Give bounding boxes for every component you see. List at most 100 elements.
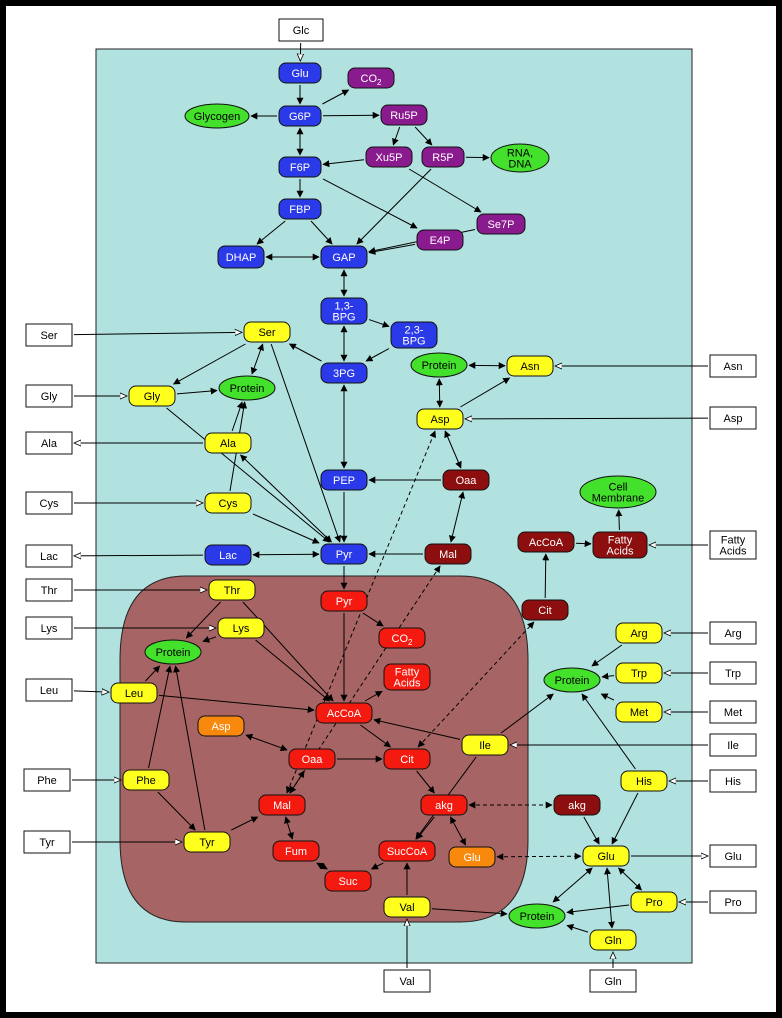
node-shape-pyr_m — [320, 590, 368, 612]
node-label-cit_c: Cit — [538, 605, 551, 617]
node-shape-fum_m — [272, 840, 320, 862]
node-shape-dhap — [217, 245, 265, 269]
reaction-edge-cit_c-acoa_c — [542, 553, 550, 599]
node-shape-fbp — [278, 198, 322, 220]
node-shape-phe_c — [122, 769, 170, 791]
node-cys_c: Cys — [204, 492, 252, 514]
reaction-edge-lac_c-lac_ext — [74, 555, 204, 556]
node-prot4: Protein — [543, 667, 601, 693]
node-glu_m: Glu — [448, 846, 496, 868]
node-shape-glu_c — [278, 62, 322, 84]
reaction-edge-suc_m-fum_m — [316, 862, 328, 870]
node-shape-ru5p — [380, 104, 428, 126]
reaction-edge-pg3-ser_c — [288, 343, 322, 362]
node-label-leu_c: Leu — [125, 688, 143, 700]
reaction-edge-his_c-prot4 — [581, 693, 636, 770]
node-cys_ext: Cys — [25, 491, 73, 515]
node-shape-prot2 — [410, 352, 468, 378]
node-shape-arg_ext — [709, 621, 757, 645]
node-prot1: Protein — [218, 375, 276, 401]
node-label-asp_c: Asp — [431, 414, 450, 426]
node-shape-fa_m — [383, 663, 431, 691]
node-shape-met_c — [615, 701, 663, 723]
node-shape-acoa_c — [517, 531, 575, 553]
node-xu5p: Xu5P — [365, 146, 413, 168]
node-shape-phe_ext — [23, 768, 71, 792]
node-label-fa_m: Acids — [394, 678, 421, 690]
node-label-gln_ext: Gln — [604, 976, 621, 988]
node-shape-mal_c — [424, 543, 472, 565]
node-label-xu5p: Xu5P — [376, 152, 403, 164]
node-label-gly_ext: Gly — [41, 391, 58, 403]
node-label-akg_c: akg — [568, 800, 586, 812]
node-gly_ext: Gly — [25, 384, 73, 408]
node-label-glu_ext: Glu — [724, 851, 741, 863]
node-label-glycogen: Glycogen — [194, 111, 240, 123]
node-shape-trp_c — [615, 662, 663, 684]
node-suc_m: Suc — [324, 870, 372, 892]
node-pro_c: Pro — [630, 891, 678, 913]
node-acoa_m: AcCoA — [315, 702, 373, 724]
reaction-edge-mal_c-oaa_c — [449, 491, 465, 543]
node-shape-ile_ext — [709, 733, 757, 757]
node-thr_ext: Thr — [25, 578, 73, 602]
node-label-phe_ext: Phe — [37, 775, 57, 787]
node-label-gly_c: Gly — [144, 391, 161, 403]
node-shape-akg_m — [420, 794, 468, 816]
node-label-prot3: Protein — [156, 647, 191, 659]
node-shape-g6p — [278, 105, 322, 127]
reaction-edge-fa_c-cellmem — [615, 509, 623, 531]
reaction-edge-phe_c-prot3 — [148, 665, 173, 769]
node-lac_ext: Lac — [25, 544, 73, 568]
node-label-bpg23: 2,3- — [405, 325, 424, 337]
node-label-gap: GAP — [332, 252, 355, 264]
node-trp_ext: Trp — [709, 661, 757, 685]
node-ala_c: Ala — [204, 432, 252, 454]
node-label-fa_c: Acids — [607, 546, 634, 558]
node-label-lys_ext: Lys — [41, 623, 58, 635]
node-g6p: G6P — [278, 105, 322, 127]
node-label-e4p: E4P — [430, 235, 451, 247]
node-shape-akg_c — [553, 794, 601, 816]
reaction-edge-prot2-asp_c — [435, 378, 444, 408]
node-shape-co2_c — [347, 67, 395, 89]
transport-edge-glu_m-glu_cy — [496, 852, 582, 861]
node-fum_m: Fum — [272, 840, 320, 862]
node-glc_ext: Glc — [278, 18, 324, 42]
node-label-ser_c: Ser — [258, 327, 275, 339]
node-phe_ext: Phe — [23, 768, 71, 792]
node-label-ile_c: Ile — [479, 740, 491, 752]
reaction-edge-trp_c-prot4 — [601, 672, 615, 680]
node-his_c: His — [620, 770, 668, 792]
node-label-bpg13: 1,3- — [335, 301, 354, 313]
node-shape-pro_ext — [709, 890, 757, 914]
node-shape-gly_ext — [25, 384, 73, 408]
node-asn_ext: Asn — [709, 354, 757, 378]
node-label-ser_ext: Ser — [40, 330, 57, 342]
node-lys_ext: Lys — [25, 616, 73, 640]
node-label-met_ext: Met — [724, 707, 742, 719]
node-val_ext: Val — [383, 969, 431, 993]
node-label-prot4: Protein — [555, 675, 590, 687]
node-prot3: Protein — [144, 639, 202, 665]
node-cit_c: Cit — [521, 599, 569, 621]
reaction-edge-f6p-e4p — [322, 178, 418, 229]
node-shape-bpg23 — [390, 321, 438, 349]
node-label-suc_m: Suc — [339, 876, 358, 888]
reaction-edge-pyr_c-lac_c — [252, 550, 320, 559]
reaction-edge-his_c-glu_cy — [611, 792, 639, 845]
node-label-acoa_m: AcCoA — [327, 708, 362, 720]
node-his_ext: His — [709, 769, 757, 793]
node-shape-asn_ext — [709, 354, 757, 378]
node-label-fa_ext: Acids — [720, 546, 747, 558]
node-asp_c: Asp — [416, 408, 464, 430]
node-shape-prot5 — [508, 903, 566, 929]
node-label-val_c: Val — [399, 902, 414, 914]
node-label-pyr_c: Pyr — [336, 549, 353, 561]
node-shape-gln_c — [589, 929, 637, 951]
node-label-asp_ext: Asp — [724, 413, 743, 425]
node-phe_c: Phe — [122, 769, 170, 791]
node-shape-cit_m — [383, 748, 431, 770]
